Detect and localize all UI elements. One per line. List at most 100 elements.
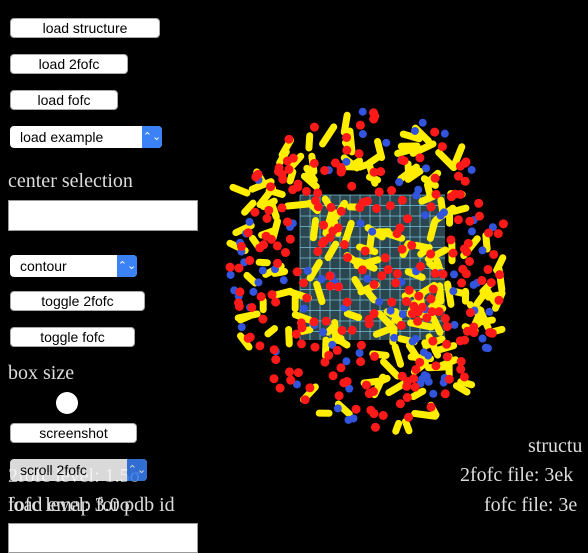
nitrogen-atom (395, 178, 403, 186)
oxygen-atom (326, 282, 335, 291)
select-arrow: ⌃⌄ (127, 459, 147, 481)
nitrogen-atom (334, 404, 342, 412)
oxygen-atom (271, 355, 280, 364)
oxygen-atom (398, 245, 407, 254)
center-input[interactable] (8, 200, 198, 231)
nitrogen-atom (359, 130, 367, 138)
oxygen-atom (358, 265, 367, 274)
nitrogen-atom (424, 352, 432, 360)
2fofc-file-info: 2fofc file: 3ek (460, 464, 573, 487)
box-size-slider[interactable] (56, 392, 78, 414)
load-fofc-button[interactable]: load fofc (10, 90, 118, 110)
oxygen-atom (456, 365, 465, 374)
contour-select[interactable]: contour⌃⌄ (10, 255, 137, 277)
oxygen-atom (302, 187, 311, 196)
bond (309, 136, 310, 148)
oxygen-atom (399, 156, 408, 165)
oxygen-atom (285, 367, 294, 376)
bond (422, 196, 433, 201)
nitrogen-atom (484, 344, 492, 352)
oxygen-atom (251, 172, 260, 181)
oxygen-atom (355, 149, 364, 158)
nitrogen-atom (399, 310, 407, 318)
oxygen-atom (266, 182, 275, 191)
oxygen-atom (415, 358, 424, 367)
oxygen-atom (237, 242, 246, 251)
nitrogen-atom (441, 130, 449, 138)
bond (413, 391, 422, 396)
load-2fofc-button[interactable]: load 2fofc (10, 54, 128, 74)
select-text: scroll 2fofc (20, 462, 87, 478)
oxygen-atom (426, 294, 435, 303)
oxygen-atom (463, 327, 472, 336)
oxygen-atom (333, 346, 342, 355)
bond (378, 142, 382, 158)
select-arrow: ⌃⌄ (117, 255, 137, 277)
bond (403, 134, 419, 139)
oxygen-atom (474, 199, 483, 208)
oxygen-atom (387, 186, 396, 195)
oxygen-atom (477, 276, 486, 285)
screenshot-button[interactable]: screenshot (10, 423, 137, 443)
oxygen-atom (343, 253, 352, 262)
oxygen-atom (366, 406, 375, 415)
oxygen-atom (426, 249, 435, 258)
oxygen-atom (370, 280, 379, 289)
oxygen-atom (499, 219, 508, 228)
bond (247, 275, 255, 283)
bond (240, 316, 249, 320)
load-structure-button[interactable]: load structure (10, 18, 160, 38)
oxygen-atom (319, 221, 328, 230)
oxygen-atom (313, 247, 322, 256)
nitrogen-atom (382, 139, 390, 147)
oxygen-atom (340, 240, 349, 249)
oxygen-atom (438, 142, 447, 151)
nitrogen-atom (470, 281, 478, 289)
bond (273, 221, 277, 237)
oxygen-atom (297, 339, 306, 348)
nitrogen-atom (246, 218, 254, 226)
nitrogen-atom (342, 357, 350, 365)
oxygen-atom (379, 411, 388, 420)
oxygen-atom (309, 317, 318, 326)
nitrogen-atom (412, 191, 420, 199)
nitrogen-atom (429, 390, 437, 398)
oxygen-atom (446, 235, 455, 244)
oxygen-atom (325, 271, 334, 280)
nitrogen-atom (304, 267, 312, 275)
oxygen-atom (443, 352, 452, 361)
oxygen-atom (363, 197, 372, 206)
oxygen-atom (402, 297, 411, 306)
bond (233, 187, 247, 193)
oxygen-atom (293, 267, 302, 276)
bond (439, 153, 454, 168)
oxygen-atom (311, 343, 320, 352)
oxygen-atom (320, 358, 329, 367)
oxygen-atom (262, 214, 271, 223)
oxygen-atom (334, 223, 343, 232)
oxygen-atom (402, 382, 411, 391)
oxygen-atom (415, 153, 424, 162)
oxygen-atom (386, 201, 395, 210)
bond (323, 127, 334, 144)
oxygen-atom (449, 249, 458, 258)
oxygen-atom (460, 372, 469, 381)
scroll-select[interactable]: scroll 2fofc ⌃⌄ (10, 459, 147, 481)
oxygen-atom (273, 259, 282, 268)
nitrogen-atom (440, 208, 448, 216)
bond (288, 204, 310, 206)
toggle-2fofc-button[interactable]: toggle 2fofc (10, 291, 145, 311)
oxygen-atom (391, 278, 400, 287)
example-select[interactable]: load example⌃⌄ (10, 126, 162, 148)
oxygen-atom (234, 264, 243, 273)
oxygen-atom (454, 172, 463, 181)
emap-input[interactable] (8, 523, 198, 553)
toggle-fofc-button[interactable]: toggle fofc (10, 327, 135, 347)
oxygen-atom (301, 395, 310, 404)
oxygen-atom (370, 352, 379, 361)
oxygen-atom (348, 326, 357, 335)
oxygen-atom (259, 240, 268, 249)
oxygen-atom (244, 334, 253, 343)
oxygen-atom (427, 202, 436, 211)
oxygen-atom (483, 265, 492, 274)
